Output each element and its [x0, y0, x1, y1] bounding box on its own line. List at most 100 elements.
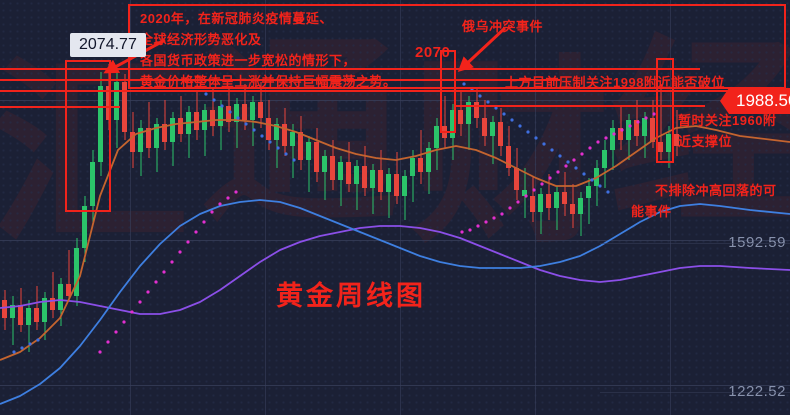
- candle-body: [290, 132, 295, 146]
- annotation-russia-ukraine-event: 俄乌冲突事件: [462, 19, 544, 34]
- sar-dot-blue: [20, 346, 24, 350]
- sar-dot-magenta: [484, 220, 488, 224]
- candlestick: [570, 184, 575, 228]
- candle-body: [250, 102, 255, 120]
- candle-body: [346, 162, 351, 184]
- candle-body: [138, 128, 143, 152]
- candle-body: [194, 112, 199, 130]
- resistance-line-upper: [0, 68, 700, 70]
- candle-body: [26, 308, 31, 325]
- sar-dot-blue: [606, 190, 610, 194]
- candlestick: [330, 140, 335, 190]
- candlestick: [546, 174, 551, 220]
- candle-body: [650, 118, 655, 142]
- sar-dot-magenta: [588, 146, 592, 150]
- candlestick: [58, 278, 63, 326]
- level-line-left-lower: [0, 106, 120, 108]
- candlestick: [314, 128, 319, 182]
- candlestick: [10, 296, 15, 345]
- candlestick: [386, 168, 391, 218]
- candle-body: [170, 118, 175, 142]
- candlestick: [290, 124, 295, 178]
- candle-body: [538, 194, 543, 212]
- candlestick: [2, 290, 7, 330]
- candlestick: [202, 104, 207, 156]
- candle-body: [618, 128, 623, 140]
- candle-body: [66, 284, 71, 296]
- candle-body: [42, 298, 47, 322]
- candle-body: [594, 168, 599, 186]
- sar-dot-blue: [518, 124, 522, 128]
- candlestick: [610, 120, 615, 170]
- candlestick: [626, 114, 631, 160]
- candlestick: [322, 150, 327, 200]
- axis-price-label: 1592.59: [728, 234, 786, 251]
- paragraph-line-2: 全球经济形势恶化及: [140, 32, 262, 48]
- sar-dot-magenta: [580, 152, 584, 156]
- candle-wick: [588, 178, 589, 224]
- candle-body: [498, 122, 503, 146]
- candle-wick: [52, 272, 53, 318]
- candlestick: [346, 142, 351, 192]
- candlestick: [562, 172, 567, 216]
- candle-body: [234, 104, 239, 122]
- sar-dot-blue: [12, 350, 16, 354]
- candle-wick: [12, 296, 13, 345]
- candlestick: [234, 98, 239, 148]
- candlestick: [402, 170, 407, 220]
- candle-body: [282, 124, 287, 146]
- candle-body: [186, 112, 191, 134]
- sar-dot-blue: [558, 154, 562, 158]
- candle-body: [522, 190, 527, 196]
- candle-body: [514, 168, 519, 190]
- sar-dot-magenta: [508, 206, 512, 210]
- sar-dot-magenta: [564, 164, 568, 168]
- gridline-horizontal-1: [0, 240, 790, 241]
- price-tag-red: 1988.50: [720, 88, 790, 114]
- sar-dot-magenta: [210, 210, 214, 214]
- candle-body: [490, 122, 495, 136]
- candle-body: [642, 118, 647, 136]
- candle-body: [482, 118, 487, 136]
- annotation-support-1960: 暂时关注1960附 近支撑位: [678, 110, 776, 152]
- candlestick: [138, 120, 143, 176]
- annotation-resistance-1998: 上方目前压制关注1998附近能否破位: [505, 75, 725, 90]
- candlestick: [266, 100, 271, 150]
- candle-body: [578, 198, 583, 214]
- candle-body: [122, 82, 127, 132]
- candle-body: [154, 124, 159, 148]
- candlestick: [514, 148, 519, 200]
- candlestick: [538, 188, 543, 234]
- support-note-line-1: 暂时关注1960附: [678, 113, 777, 128]
- candle-body: [2, 300, 7, 318]
- candle-body: [34, 308, 39, 322]
- candlestick: [74, 238, 79, 306]
- candle-body: [218, 106, 223, 126]
- pullback-note-line-1: 不排除冲高回落的可: [655, 183, 777, 198]
- candlestick: [306, 136, 311, 192]
- candle-body: [274, 124, 279, 140]
- candlestick: [474, 88, 479, 128]
- candle-body: [610, 128, 615, 150]
- pullback-note-line-2: 能事件: [631, 204, 672, 220]
- candle-body: [426, 148, 431, 172]
- annotation-level-label: 2070: [415, 44, 451, 61]
- axis-tick-line: [600, 392, 790, 393]
- paragraph-line-4: 黄金价格整体呈上涨并保持巨幅震荡之势。: [140, 74, 397, 90]
- sar-dot-magenta: [146, 290, 150, 294]
- annotation-2020-context: 2020年，在新冠肺炎疫情蔓延、 全球经济形势恶化及 各国货币政策进一步宽松的情…: [140, 8, 397, 92]
- candlestick: [298, 116, 303, 170]
- candle-body: [50, 298, 55, 310]
- candle-body: [18, 305, 23, 325]
- candlestick: [122, 74, 127, 140]
- candle-body: [570, 204, 575, 214]
- sar-dot-magenta: [178, 250, 182, 254]
- paragraph-line-3: 各国货币政策进一步宽松的情形下，: [140, 53, 357, 69]
- sar-dot-blue: [260, 134, 264, 138]
- candle-body: [202, 110, 207, 130]
- candlestick: [42, 292, 47, 340]
- sar-dot-magenta: [476, 224, 480, 228]
- candlestick: [114, 70, 119, 148]
- candlestick: [434, 118, 439, 170]
